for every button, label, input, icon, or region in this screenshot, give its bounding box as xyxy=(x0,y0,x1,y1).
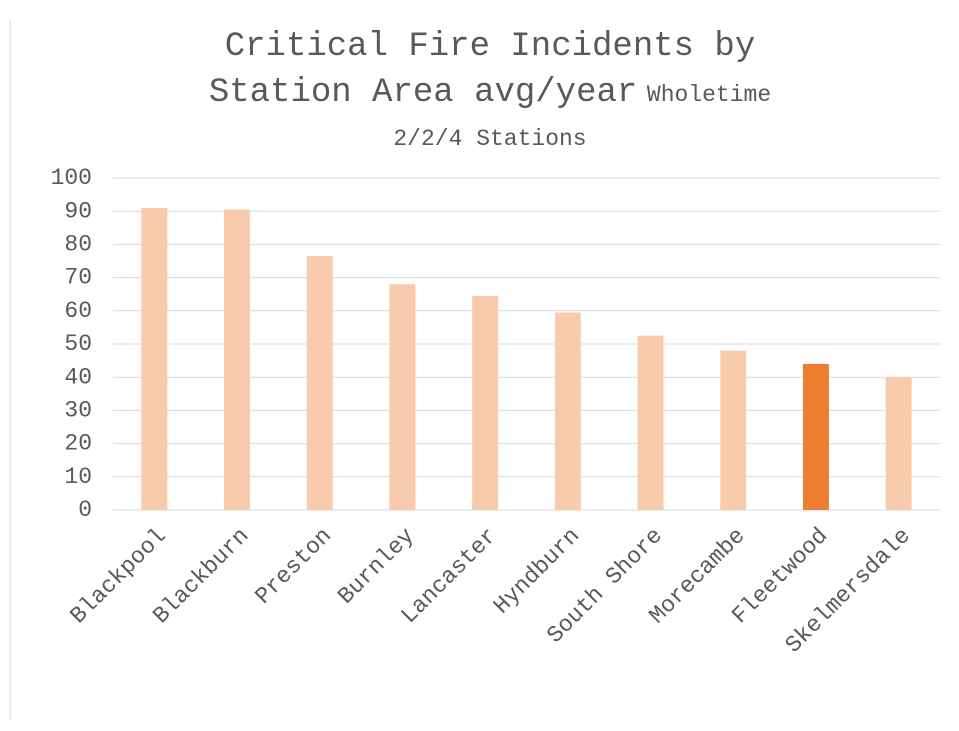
y-tick-label: 90 xyxy=(64,198,92,224)
bar xyxy=(306,256,333,510)
y-tick-label: 70 xyxy=(64,265,92,291)
y-tick-label: 30 xyxy=(64,397,92,423)
y-tick-label: 60 xyxy=(64,298,92,324)
y-tick-label: 100 xyxy=(51,165,92,191)
bar xyxy=(885,377,912,510)
bar xyxy=(224,209,251,511)
chart-title: Critical Fire Incidents by Station Area … xyxy=(208,28,756,112)
chart-subtitle: Wholetime 2/2/4 Stations xyxy=(393,82,772,152)
bar xyxy=(389,284,416,510)
title-block: Critical Fire Incidents by Station Area … xyxy=(170,26,810,162)
bar xyxy=(141,207,168,510)
bar xyxy=(637,335,664,510)
bar xyxy=(554,312,581,510)
x-tick-label: Preston xyxy=(250,523,337,610)
y-tick-label: 80 xyxy=(64,231,92,257)
bar xyxy=(472,295,499,510)
bar xyxy=(720,350,747,510)
y-tick-label: 20 xyxy=(64,431,92,457)
x-tick-label: Burnley xyxy=(333,523,420,610)
y-tick-label: 50 xyxy=(64,331,92,357)
y-tick-label: 40 xyxy=(64,364,92,390)
y-tick-label: 0 xyxy=(78,497,92,523)
bar xyxy=(802,363,829,510)
y-tick-label: 10 xyxy=(64,464,92,490)
